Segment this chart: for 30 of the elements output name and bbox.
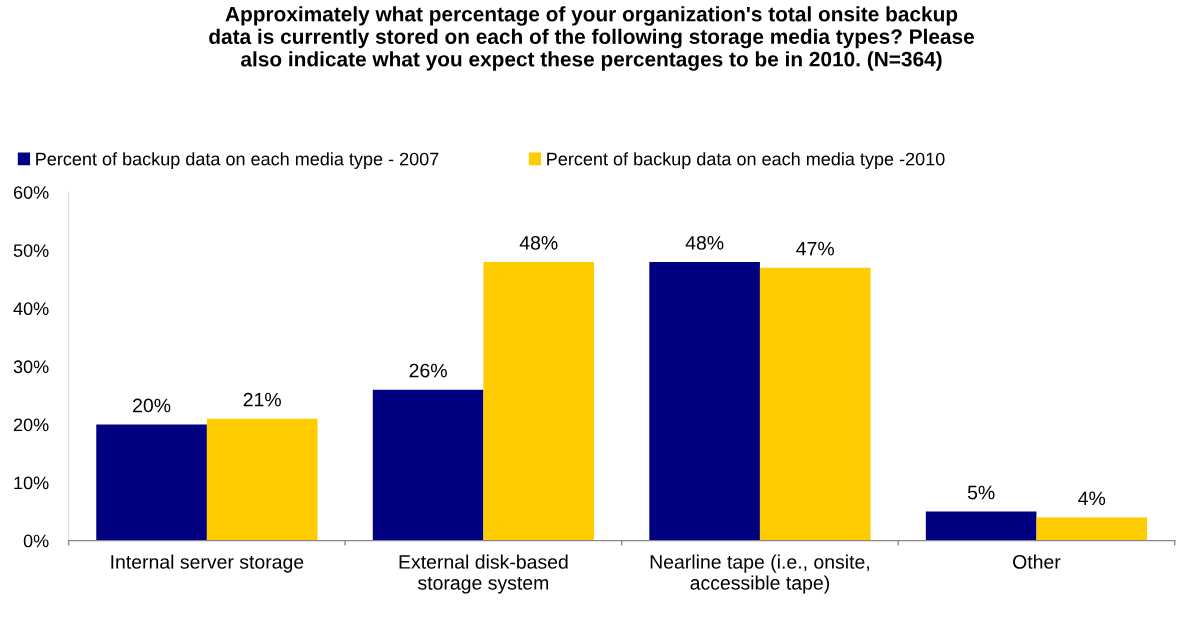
y-tick-label: 50% — [13, 244, 49, 257]
data-label: 47% — [796, 241, 834, 256]
y-tick-label: 20% — [13, 418, 49, 432]
y-tick-label: 10% — [14, 476, 49, 490]
bar — [372, 389, 484, 541]
bar — [759, 267, 871, 541]
data-label: 20% — [133, 398, 171, 413]
x-tick-label: External disk-based storage system — [399, 554, 568, 594]
data-label: 21% — [243, 392, 281, 407]
data-label: 48% — [685, 235, 724, 250]
bar — [925, 511, 1037, 541]
data-label: 5% — [967, 485, 995, 500]
data-label: 48% — [519, 235, 558, 250]
bar — [96, 424, 207, 541]
x-tick-label: Other — [1013, 554, 1061, 569]
bar — [483, 261, 595, 541]
y-tick-label: 40% — [13, 302, 49, 316]
chart-title: Approximately what percentage of your organization's total onsite backup data is currently stored on each of the following storage media types? Please also indicate what you expect these percentages to be in 2010. (N=364) — [209, 6, 975, 71]
legend-label: Percent of backup data on each media type -2010 — [547, 152, 945, 169]
bar — [649, 261, 760, 541]
bar — [206, 418, 318, 541]
y-tick-label: 60% — [13, 186, 49, 199]
x-tick-label: Nearline tape (i.e., onsite, accessible tape) — [650, 554, 869, 594]
bar — [1036, 517, 1148, 541]
data-label: 26% — [409, 363, 447, 378]
data-label: 4% — [1078, 491, 1106, 506]
x-tick-label: Internal server storage — [111, 554, 304, 573]
y-tick-label: 0% — [23, 534, 49, 548]
legend-label: Percent of backup data on each media type - 2007 — [36, 152, 439, 169]
y-tick-label: 30% — [13, 360, 49, 374]
